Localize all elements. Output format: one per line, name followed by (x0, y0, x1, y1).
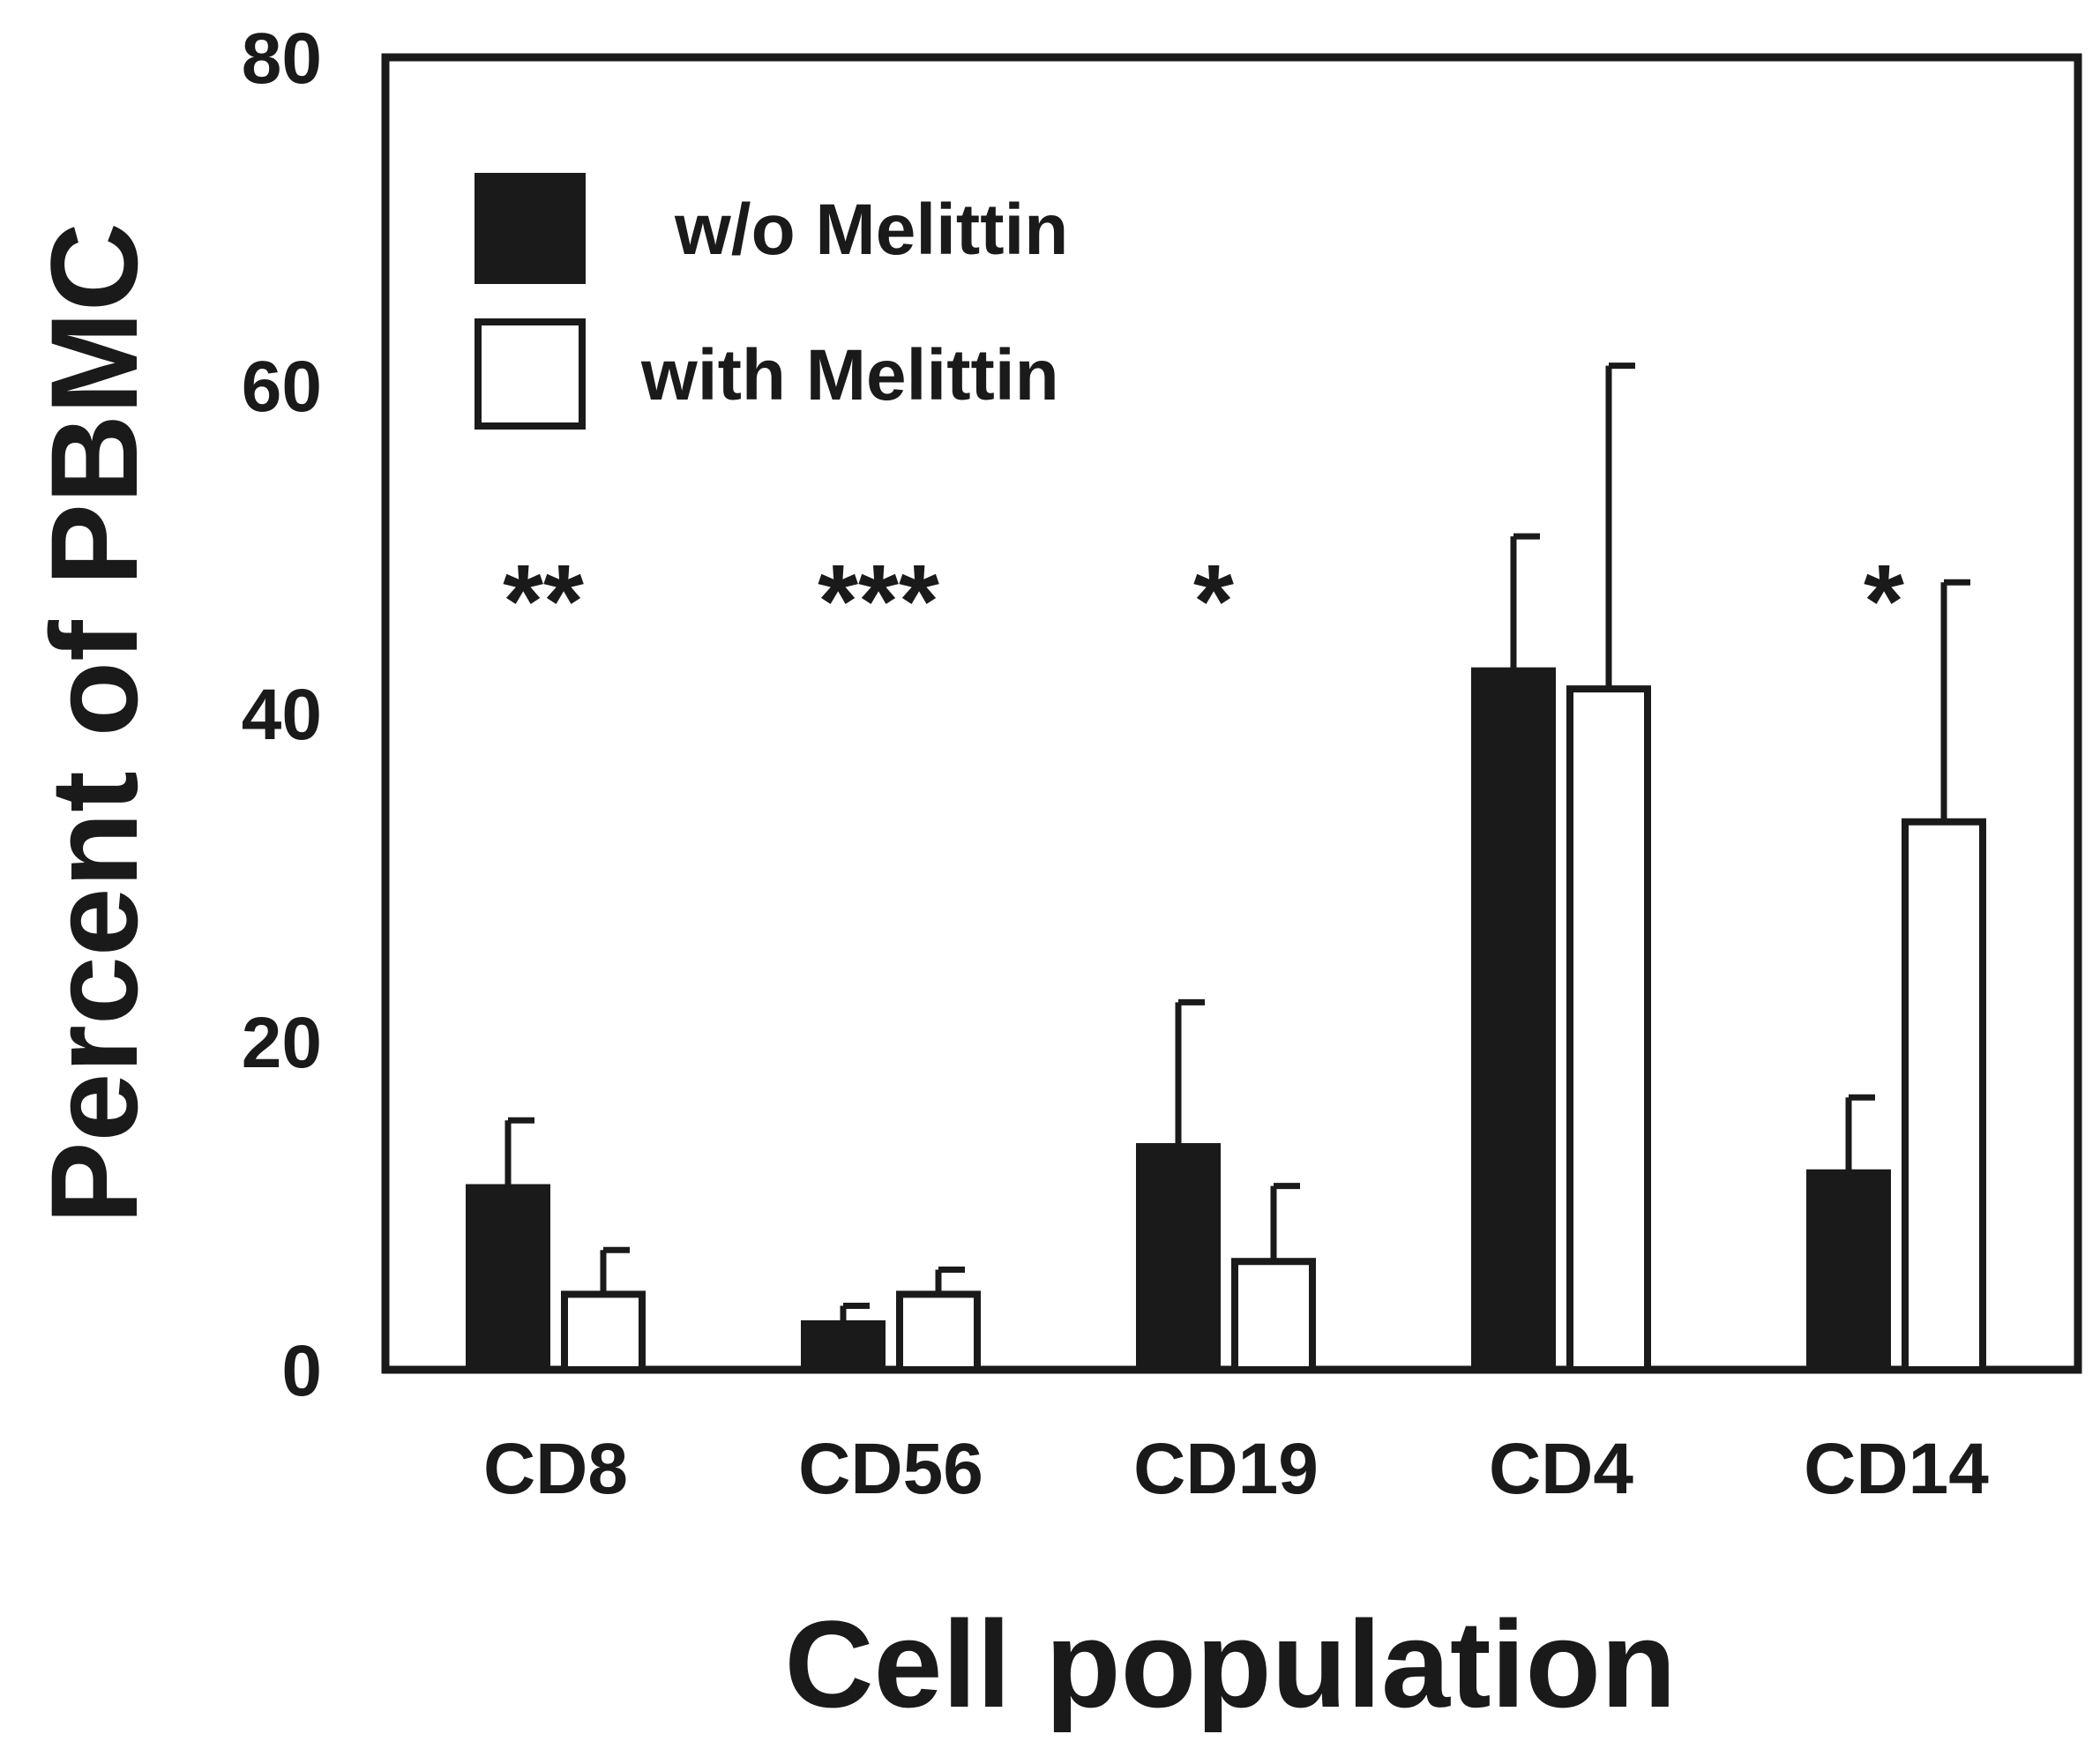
bars (466, 363, 1986, 1374)
bar (1806, 1169, 1891, 1374)
significance-marker: *** (818, 543, 939, 660)
bar (896, 1290, 981, 1373)
legend-swatch (475, 173, 586, 284)
y-tick-label: 80 (242, 19, 322, 99)
significance-marker: ** (503, 543, 584, 660)
bar (801, 1319, 886, 1374)
significance-marker: * (1864, 543, 1904, 660)
bar (1471, 667, 1556, 1373)
y-tick-label: 0 (281, 1331, 322, 1411)
bar (561, 1290, 646, 1373)
x-tick-label: CD56 (798, 1429, 983, 1509)
y-axis-title: Percent of PBMC (25, 222, 163, 1224)
bar (1136, 1143, 1221, 1374)
x-tick-label: CD14 (1804, 1429, 1989, 1509)
legend: w/o Melittin with Melittin (475, 173, 1068, 430)
significance-markers: ** *** * * (503, 543, 1904, 660)
bar (1902, 818, 1986, 1373)
y-tick-label: 60 (242, 347, 322, 427)
x-tick-label: CD19 (1133, 1429, 1319, 1509)
y-tick-label: 40 (242, 675, 322, 755)
bar (1231, 1258, 1316, 1373)
bar (466, 1184, 550, 1374)
x-tick-label: CD4 (1489, 1429, 1633, 1509)
x-axis-title: Cell population (784, 1595, 1676, 1733)
x-tick-label: CD8 (483, 1429, 628, 1509)
legend-label: w/o Melittin (674, 190, 1068, 270)
y-axis-ticks: 0 20 40 60 80 (242, 19, 322, 1411)
legend-label: with Melittin (640, 335, 1059, 415)
significance-marker: * (1193, 543, 1234, 660)
y-tick-label: 20 (242, 1003, 322, 1083)
bar (1566, 685, 1651, 1373)
legend-swatch (475, 318, 586, 430)
x-axis-category-labels: CD8 CD56 CD19 CD4 CD14 (483, 1429, 1989, 1509)
